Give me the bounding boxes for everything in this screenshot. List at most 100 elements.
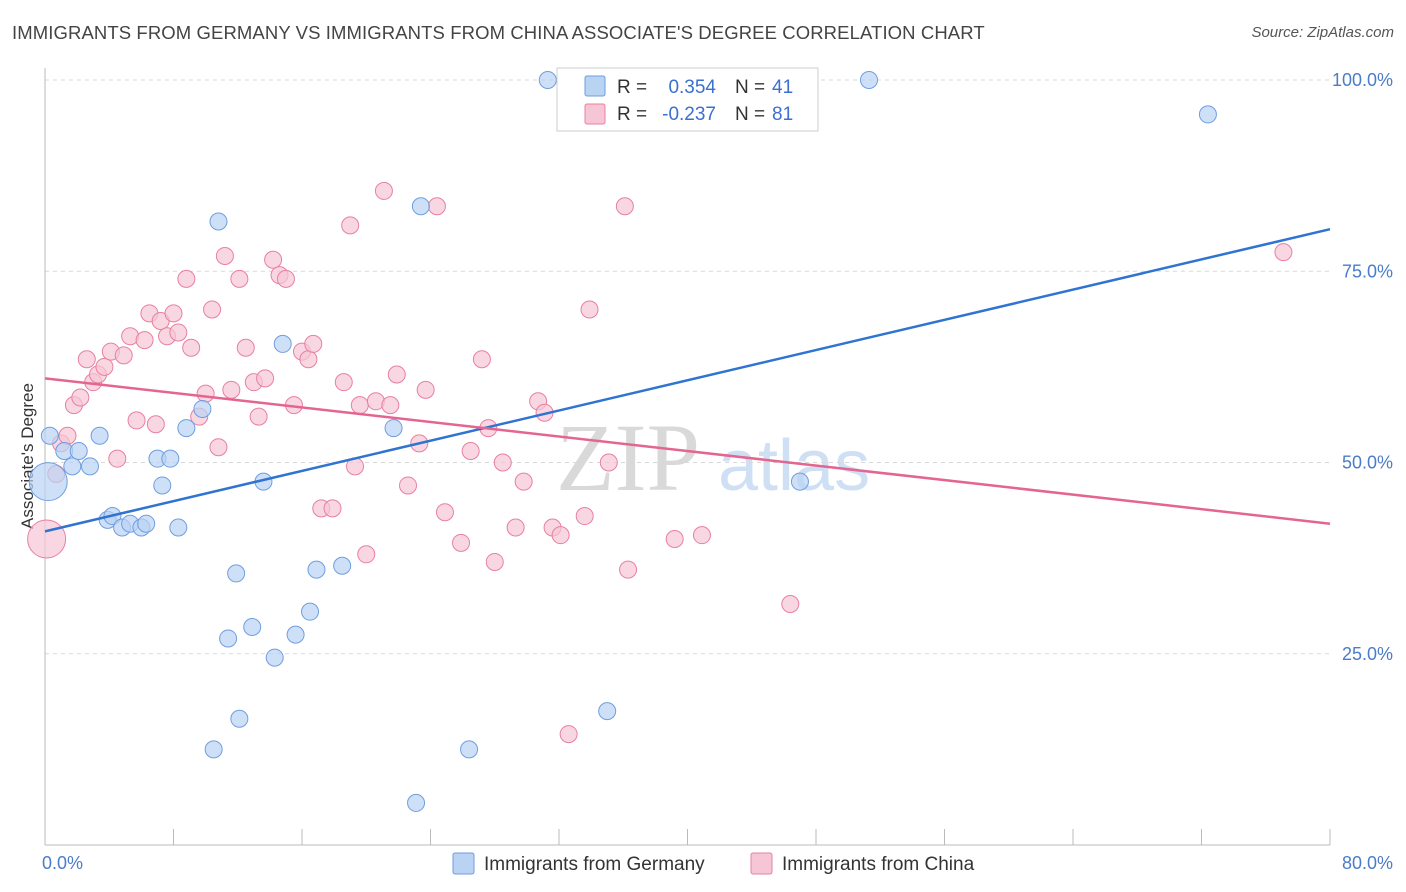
point-germany [69,442,88,461]
point-germany [307,560,326,579]
series-germany-points [28,71,1217,812]
point-china [222,380,241,399]
point-germany [790,472,809,491]
stats-n-value-china: 81 [772,104,793,125]
point-germany [40,426,59,445]
point-china [374,181,393,200]
point-china [781,595,800,614]
point-china [182,338,201,357]
y-tick-label: 50.0% [1342,453,1393,473]
point-germany [161,449,180,468]
point-germany [598,702,617,721]
point-china [27,519,67,559]
point-china [196,384,215,403]
watermark-atlas: atlas [718,426,870,506]
point-china [209,438,228,457]
legend-swatch-germany [452,852,475,875]
point-china [665,530,684,548]
point-germany [209,212,228,231]
legend-label-china: Immigrants from China [782,854,975,875]
point-china [108,449,127,468]
point-china [58,426,77,445]
point-china [230,269,249,288]
y-tick-label: 25.0% [1342,644,1393,664]
stats-swatch-china [584,103,606,125]
point-china [249,407,268,426]
point-germany [177,419,196,438]
legend-label-germany: Immigrants from Germany [484,854,705,875]
point-china [350,396,369,415]
point-germany [1198,105,1217,124]
point-china [304,334,323,353]
point-china [276,269,295,288]
point-china [236,338,255,357]
point-china [135,331,154,350]
point-germany [273,334,292,353]
point-china [416,380,435,399]
point-germany [169,518,188,537]
stats-n-label-germany: N = [735,77,765,98]
y-tick-label: 100.0% [1332,70,1393,90]
stats-swatch-germany [584,75,606,97]
point-china [323,499,342,518]
point-china [127,411,146,430]
point-china [551,526,570,545]
point-germany [301,602,320,621]
point-germany [411,197,430,216]
x-tick-max: 80.0% [1342,853,1393,873]
point-china [514,472,533,491]
point-germany [193,399,212,418]
point-germany [63,457,82,476]
point-china [71,388,90,407]
point-germany [153,476,172,495]
point-china [506,518,525,537]
point-germany [230,709,249,728]
stats-r-value-china: -0.237 [662,104,716,125]
source-credit: Source: ZipAtlas.com [1251,24,1394,41]
point-china [461,442,480,461]
point-china [215,246,234,265]
stats-n-label-china: N = [735,104,765,125]
point-china [575,507,594,526]
point-china [472,350,491,369]
stats-r-label-germany: R = [617,77,647,98]
stats-legend: R = 0.354 N = 41 R = -0.237 N = 81 [556,67,819,132]
point-china [264,250,283,269]
legend-swatch-china [750,852,773,875]
point-china [334,373,353,392]
trend-lines [44,227,1331,533]
point-china [341,216,360,235]
stats-r-value-germany: 0.354 [668,77,716,98]
point-germany [265,648,284,667]
point-china [435,503,454,522]
point-germany [243,617,262,636]
point-china [77,350,96,369]
point-china [299,350,318,369]
point-china [599,453,618,472]
y-tick-label: 75.0% [1342,261,1393,281]
x-tick-min: 0.0% [42,853,83,873]
point-germany [80,457,99,476]
point-china [381,396,400,415]
point-germany [227,564,246,583]
point-china [387,365,406,384]
axes [44,68,1331,846]
point-china [692,526,711,545]
point-china [399,476,418,495]
point-germany [137,514,156,533]
point-china [95,357,114,376]
point-germany [407,793,426,812]
point-china [559,725,578,744]
point-germany [90,426,109,445]
point-germany [28,462,68,502]
point-china [452,533,471,552]
point-china [146,415,165,434]
point-china [256,369,275,388]
series-china-points [27,181,1293,744]
point-china [169,323,188,342]
stats-r-label-china: R = [617,104,647,125]
point-china [177,269,196,288]
point-china [357,545,376,564]
point-china [493,453,512,472]
